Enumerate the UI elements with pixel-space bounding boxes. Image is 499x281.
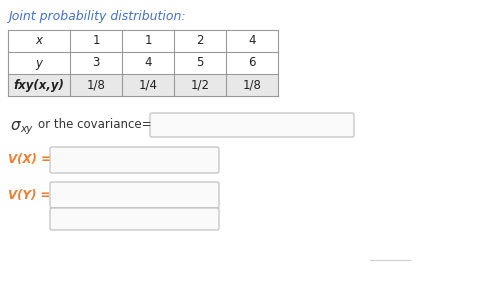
Text: 1: 1: [144, 35, 152, 47]
Bar: [8, 74, 278, 96]
Text: 6: 6: [248, 56, 256, 69]
Text: 1: 1: [92, 35, 100, 47]
Text: 4: 4: [248, 35, 256, 47]
Text: y: y: [35, 56, 42, 69]
Text: or the covariance=: or the covariance=: [38, 119, 152, 132]
Text: 2: 2: [196, 35, 204, 47]
Text: x: x: [35, 35, 42, 47]
Text: 1/8: 1/8: [243, 78, 261, 92]
Text: 1/4: 1/4: [139, 78, 158, 92]
FancyBboxPatch shape: [150, 113, 354, 137]
Text: 3: 3: [92, 56, 100, 69]
FancyBboxPatch shape: [50, 182, 219, 208]
Text: Joint probability distribution:: Joint probability distribution:: [8, 10, 186, 23]
Text: V(Y) =: V(Y) =: [8, 189, 50, 201]
Text: 1/2: 1/2: [191, 78, 210, 92]
FancyBboxPatch shape: [50, 208, 219, 230]
Text: $\sigma$: $\sigma$: [10, 117, 22, 133]
Text: 4: 4: [144, 56, 152, 69]
Text: fxy(x,y): fxy(x,y): [13, 78, 64, 92]
FancyBboxPatch shape: [50, 147, 219, 173]
Text: 5: 5: [196, 56, 204, 69]
Text: 1/8: 1/8: [86, 78, 105, 92]
Text: xy: xy: [20, 124, 32, 134]
Text: V(X) =: V(X) =: [8, 153, 51, 167]
